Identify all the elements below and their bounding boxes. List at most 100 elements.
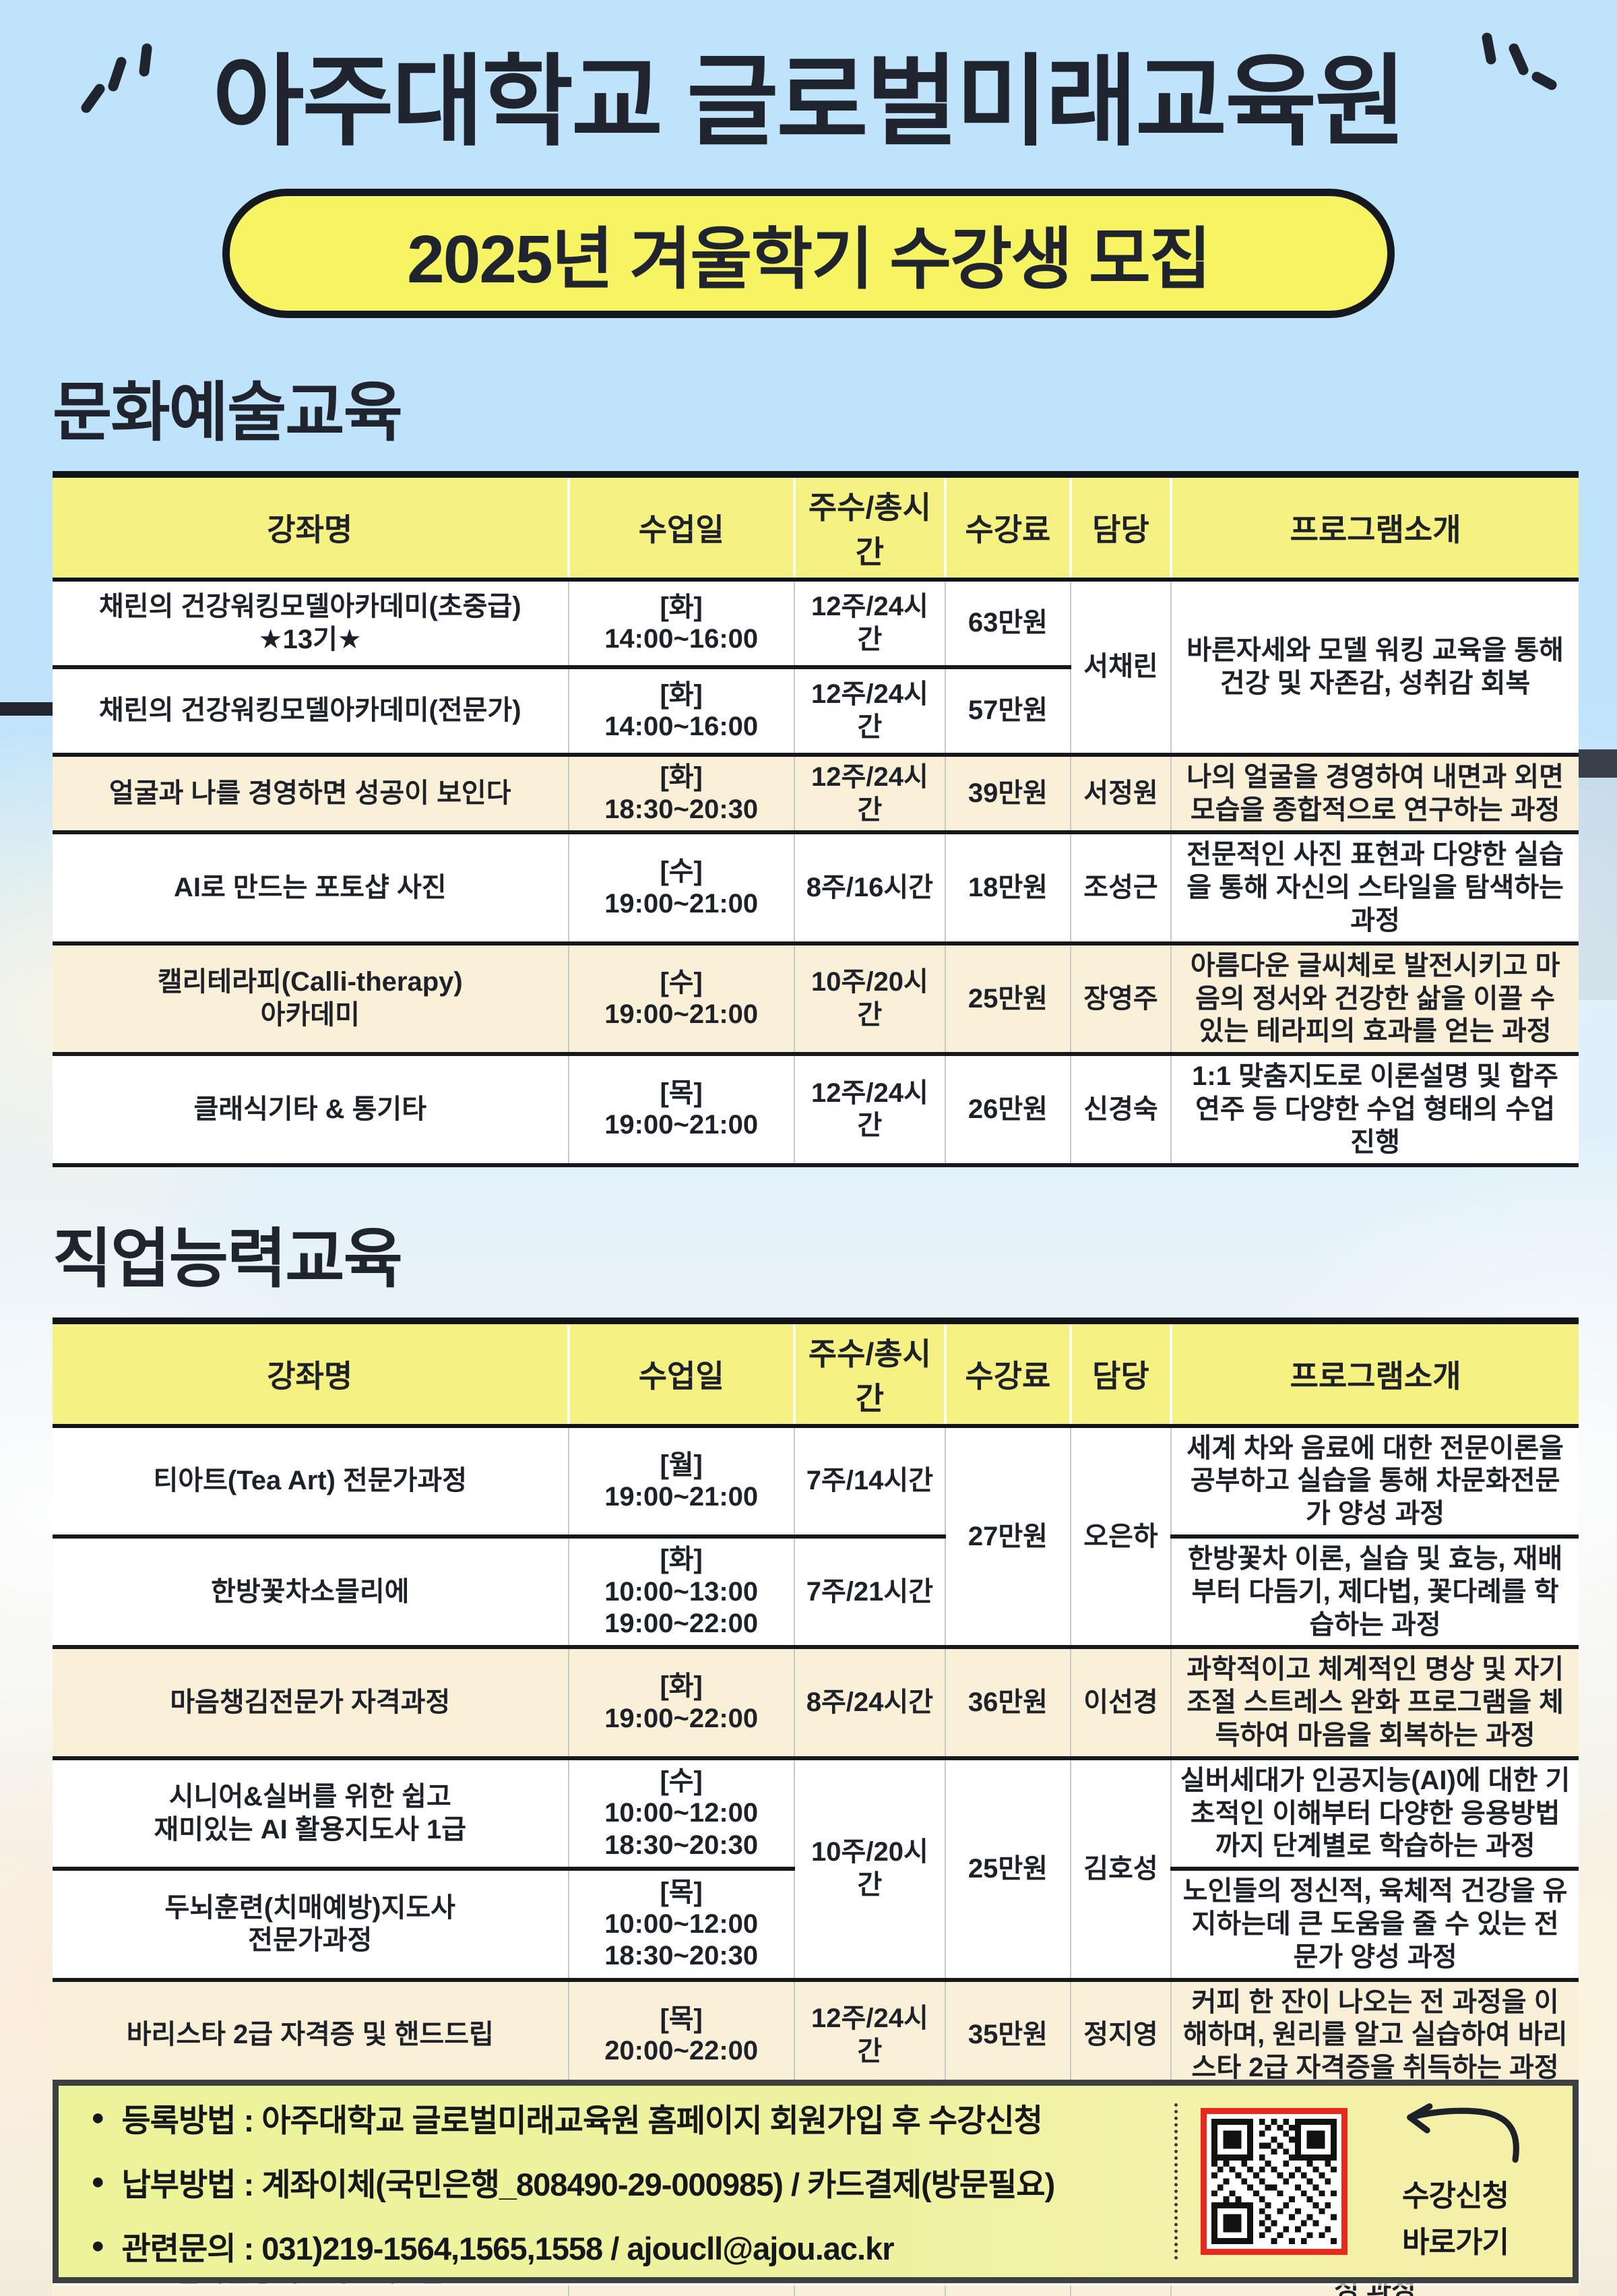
bullet-icon: ● (91, 2168, 105, 2194)
table-row: 채린의 건강워킹모델아카데미(초중급) ★13기★ [화] 14:00~16:0… (53, 579, 1579, 755)
tutor-cell: 오은하 (1069, 1425, 1172, 1648)
column-header: 수강료 (944, 1317, 1071, 1428)
column-header: 강좌명 (53, 470, 569, 582)
banner: 2025년 겨울학기 수강생 모집 (222, 188, 1395, 318)
tutor-cell: 이선경 (1069, 1645, 1172, 1758)
qr-label-line1: 수강신청 (1402, 2179, 1509, 2213)
weeks-cell: 8주/24시간 (793, 1645, 946, 1758)
table-row: 시니어&실버를 위한 쉽고 재미있는 AI 활용지도사 1급 [수] 10:00… (53, 1756, 1579, 1980)
course-name-cell: 클래식기타 & 통기타 (53, 1052, 569, 1165)
table-row: 캘리테라피(Calli-therapy) 아카데미 [수] 19:00~21:0… (53, 941, 1579, 1055)
column-header: 수업일 (567, 1317, 794, 1428)
table-row: AI로 만드는 포토샵 사진 [수] 19:00~21:00 8주/16시간 1… (53, 830, 1579, 943)
weeks-cell: 12주/24시간 (793, 664, 946, 755)
intro-cell: 아름다운 글씨체로 발전시키고 마음의 정서와 건강한 삶을 이끌 수 있는 테… (1170, 941, 1579, 1055)
column-header: 담당 (1069, 470, 1172, 582)
fee-cell: 18만원 (945, 830, 1071, 943)
table-row: 마음챙김전문가 자격과정 [화] 19:00~22:00 8주/24시간 36만… (53, 1645, 1579, 1758)
weeks-cell: 7주/14시간 (793, 1425, 946, 1537)
table-row: 한방꽃차소믈리에 [화] 10:00~13:00 19:00~22:00 7주/… (53, 1534, 1579, 1648)
schedule-cell: [수] 19:00~21:00 (567, 941, 794, 1055)
section-heading-culture: 문화예술교육 (53, 376, 403, 449)
table-row: 채린의 건강워킹모델아카데미(전문가) [화] 14:00~16:00 12주/… (53, 664, 1579, 755)
fee-cell: 36만원 (945, 1645, 1071, 1758)
course-name-cell: 두뇌훈련(치매예방)지도사 전문가과정 (53, 1867, 569, 1980)
column-header: 프로그램소개 (1170, 470, 1579, 582)
intro-cell: 실버세대가 인공지능(AI)에 대한 기초적인 이해부터 다양한 응용방법까지 … (1170, 1756, 1579, 1869)
fee-cell: 26만원 (945, 1052, 1071, 1165)
course-name-cell: 시니어&실버를 위한 쉽고 재미있는 AI 활용지도사 1급 (53, 1756, 569, 1869)
tutor-cell: 서채린 (1069, 579, 1172, 755)
qr-code[interactable] (1201, 2108, 1348, 2255)
schedule-cell: [화] 14:00~16:00 (567, 664, 794, 755)
intro-cell: 1:1 맞춤지도로 이론설명 및 합주연주 등 다양한 수업 형태의 수업 진행 (1170, 1052, 1579, 1165)
bullet-icon: ● (91, 2232, 105, 2258)
course-name-cell: 캘리테라피(Calli-therapy) 아카데미 (53, 941, 569, 1055)
fee-cell: 63만원 (945, 579, 1071, 667)
background-shape-right (1579, 778, 1617, 1000)
weeks-cell: 7주/21시간 (793, 1534, 946, 1648)
banner-text: 2025년 겨울학기 수강생 모집 (407, 222, 1211, 298)
bullet-icon: ● (91, 2104, 105, 2130)
background-band-right (1579, 749, 1617, 778)
weeks-cell: 12주/24시간 (793, 752, 946, 833)
course-name-cell: AI로 만드는 포토샵 사진 (53, 830, 569, 943)
intro-cell: 세계 차와 음료에 대한 전문이론을 공부하고 실습을 통해 차문화전문가 양성… (1170, 1425, 1579, 1537)
registration-info-box: ● 등록방법 : 아주대학교 글로벌미래교육원 홈페이지 회원가입 후 수강신청… (53, 2080, 1579, 2283)
intro-cell: 커피 한 잔이 나오는 전 과정을 이해하며, 원리를 알고 실습하여 바리스타… (1170, 1977, 1579, 2090)
table-row: 티아트(Tea Art) 전문가과정 [월] 19:00~21:00 7주/14… (53, 1425, 1579, 1648)
course-name-cell: 티아트(Tea Art) 전문가과정 (53, 1425, 569, 1537)
course-name-cell: 얼굴과 나를 경영하면 성공이 보인다 (53, 752, 569, 833)
intro-cell: 나의 얼굴을 경영하여 내면과 외면 모습을 종합적으로 연구하는 과정 (1170, 752, 1579, 833)
fee-cell: 39만원 (945, 752, 1071, 833)
section-heading-job: 직업능력교육 (53, 1222, 403, 1295)
table-row: 클래식기타 & 통기타 [목] 19:00~21:00 12주/24시간 26만… (53, 1052, 1579, 1165)
schedule-cell: [화] 14:00~16:00 (567, 579, 794, 667)
tutor-cell: 서정원 (1069, 752, 1172, 833)
schedule-cell: [수] 10:00~12:00 18:30~20:30 (567, 1756, 794, 1869)
course-name-cell: 한방꽃차소믈리에 (53, 1534, 569, 1648)
intro-cell: 과학적이고 체계적인 명상 및 자기 조절 스트레스 완화 프로그램을 체득하여… (1170, 1645, 1579, 1758)
info-item-payment: ● 납부방법 : 계좌이체(국민은행_808490-29-000985) / 카… (91, 2159, 1161, 2205)
intro-cell: 바른자세와 모델 워킹 교육을 통해 건강 및 자존감, 성취감 회복 (1170, 579, 1579, 755)
tutor-cell: 정지영 (1069, 1977, 1172, 2090)
weeks-cell: 10주/20시간 (793, 1756, 946, 1980)
course-name-cell: 바리스타 2급 자격증 및 핸드드립 (53, 1977, 569, 2090)
schedule-cell: [목] 10:00~12:00 18:30~20:30 (567, 1867, 794, 1980)
table-header-row: 강좌명 수업일 주수/총시간 수강료 담당 프로그램소개 (53, 470, 1579, 582)
info-text: 등록방법 : 아주대학교 글로벌미래교육원 홈페이지 회원가입 후 수강신청 (121, 2102, 1043, 2138)
schedule-cell: [목] 19:00~21:00 (567, 1052, 794, 1165)
schedule-cell: [화] 18:30~20:30 (567, 752, 794, 833)
schedule-cell: [화] 19:00~22:00 (567, 1645, 794, 1758)
schedule-cell: [수] 19:00~21:00 (567, 830, 794, 943)
info-list: ● 등록방법 : 아주대학교 글로벌미래교육원 홈페이지 회원가입 후 수강신청… (59, 2088, 1174, 2276)
course-name-cell: 채린의 건강워킹모델아카데미(초중급) ★13기★ (53, 579, 569, 667)
info-item-contact: ● 관련문의 : 031)219-1564,1565,1558 / ajoucl… (91, 2223, 1161, 2269)
schedule-cell: [목] 20:00~22:00 (567, 1977, 794, 2090)
qr-label-block: 수강신청 바로가기 (1354, 2097, 1556, 2265)
tutor-cell: 조성근 (1069, 830, 1172, 943)
page-title: 아주대학교 글로벌미래교육원 (212, 46, 1406, 158)
info-item-registration: ● 등록방법 : 아주대학교 글로벌미래교육원 홈페이지 회원가입 후 수강신청 (91, 2095, 1161, 2141)
weeks-cell: 10주/20시간 (793, 941, 946, 1055)
background-band-left (0, 702, 53, 716)
qr-label-line2: 바로가기 (1402, 2225, 1509, 2259)
title-block: 아주대학교 글로벌미래교육원 (0, 0, 1617, 170)
schedule-cell: [화] 10:00~13:00 19:00~22:00 (567, 1534, 794, 1648)
weeks-cell: 12주/24시간 (793, 579, 946, 667)
fee-cell: 25만원 (945, 1756, 1071, 1980)
fee-cell: 25만원 (945, 941, 1071, 1055)
tutor-cell: 김호성 (1069, 1756, 1172, 1980)
intro-cell: 한방꽃차 이론, 실습 및 효능, 재배부터 다듬기, 제다법, 꽃다례를 학습… (1170, 1534, 1579, 1648)
table-row: 얼굴과 나를 경영하면 성공이 보인다 [화] 18:30~20:30 12주/… (53, 752, 1579, 833)
column-header: 프로그램소개 (1170, 1317, 1579, 1428)
column-header: 수업일 (567, 470, 794, 582)
table-row: 두뇌훈련(치매예방)지도사 전문가과정 [목] 10:00~12:00 18:3… (53, 1867, 1579, 1980)
column-header: 수강료 (944, 470, 1071, 582)
column-header: 주수/총시간 (792, 470, 946, 582)
table-header-row: 강좌명 수업일 주수/총시간 수강료 담당 프로그램소개 (53, 1317, 1579, 1428)
fee-cell: 27만원 (945, 1425, 1071, 1648)
intro-cell: 전문적인 사진 표현과 다양한 실습을 통해 자신의 스타일을 탐색하는 과정 (1170, 830, 1579, 943)
dotted-divider (1174, 2103, 1178, 2260)
